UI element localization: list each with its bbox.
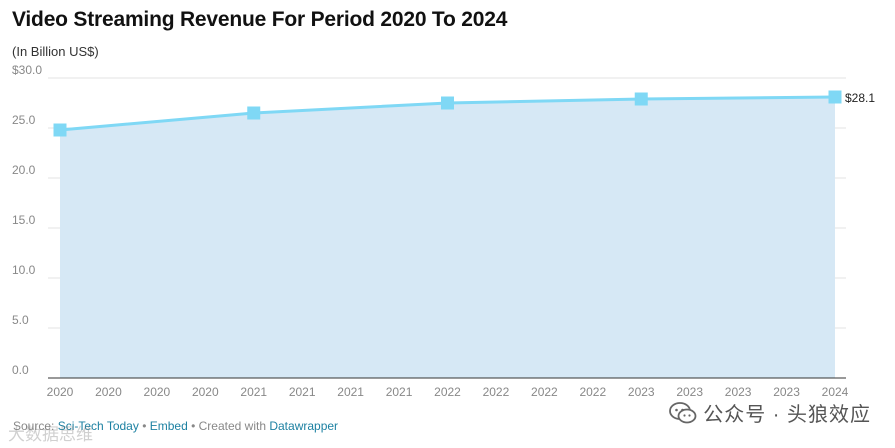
wechat-icon (669, 401, 697, 423)
data-point-2020 (53, 123, 67, 137)
y-tick-label: $30.0 (12, 63, 42, 77)
x-tick-label: 2020 (192, 385, 219, 399)
x-tick-label: 2021 (337, 385, 364, 399)
chart-subtitle: (In Billion US$) (12, 44, 99, 59)
source-prefix: Source: (13, 419, 58, 433)
chart-title: Video Streaming Revenue For Period 2020 … (12, 8, 508, 31)
data-labels: $28.1 (845, 91, 875, 105)
corner-watermark: 大数据思维 (8, 425, 93, 444)
created-with-text: • Created with (187, 419, 270, 433)
y-tick-label: 10.0 (12, 263, 36, 277)
marker-layer (53, 90, 842, 137)
x-tick-label: 2020 (144, 385, 171, 399)
wechat-watermark: 公众号 · 头狼效应 (669, 398, 871, 427)
x-tick-label: 2021 (240, 385, 267, 399)
y-tick-label: 0.0 (12, 363, 29, 377)
datawrapper-link[interactable]: Datawrapper (269, 419, 339, 433)
data-point-2024 (828, 90, 842, 104)
x-tick-label: 2021 (289, 385, 316, 399)
x-axis-ticks: 2020 2020 2020 2020 2021 2021 2021 2021 2022 2022… (47, 385, 849, 399)
x-tick-label: 2022 (434, 385, 461, 399)
y-axis-ticks: 0.0 5.0 10.0 15.0 20.0 25.0 $30.0 (12, 63, 42, 377)
watermark-text: 公众号 · 头狼效应 (703, 404, 871, 426)
x-tick-label: 2021 (386, 385, 413, 399)
data-point-2023 (634, 92, 648, 106)
y-tick-label: 15.0 (12, 213, 36, 227)
y-tick-label: 20.0 (12, 163, 36, 177)
area-fill (60, 97, 835, 378)
x-tick-label: 2022 (483, 385, 510, 399)
footer-separator: • (138, 419, 150, 433)
data-point-2022 (441, 96, 454, 110)
x-tick-label: 2022 (531, 385, 558, 399)
x-tick-label: 2022 (579, 385, 606, 399)
x-tick-label: 2024 (822, 385, 849, 399)
y-tick-label: 25.0 (12, 113, 36, 127)
embed-link[interactable]: Embed (149, 419, 188, 433)
x-tick-label: 2023 (628, 385, 655, 399)
chart-footer: Source: Sci-Tech Today • Embed • Created… (13, 419, 338, 433)
x-tick-label: 2023 (725, 385, 752, 399)
x-tick-label: 2023 (676, 385, 703, 399)
data-point-2021 (247, 106, 261, 120)
y-tick-label: 5.0 (12, 313, 29, 327)
x-tick-label: 2023 (773, 385, 800, 399)
area-layer (48, 95, 846, 379)
x-tick-label: 2020 (95, 385, 122, 399)
x-tick-label: 2020 (47, 385, 74, 399)
source-link[interactable]: Sci-Tech Today (57, 419, 139, 433)
end-value-label: $28.1 (845, 91, 875, 105)
